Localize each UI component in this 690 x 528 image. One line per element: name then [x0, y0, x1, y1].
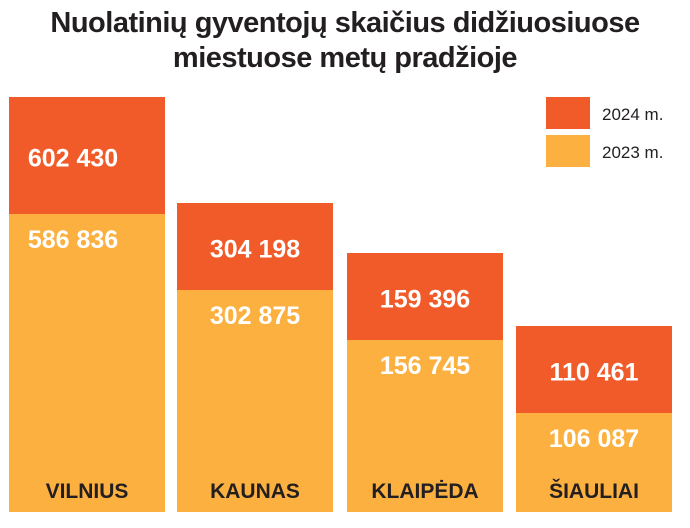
value-label-2024-siauliai: 110 461: [550, 359, 639, 387]
legend-swatch-2024: [546, 97, 590, 129]
legend: 2024 m. 2023 m.: [546, 97, 663, 167]
value-label-2024-kaunas: 304 198: [210, 236, 300, 264]
bar-2024-vilnius: [9, 97, 165, 214]
chart-title-line2: miestuose metų pradžioje: [172, 42, 518, 74]
chart-title: Nuolatinių gyventojų skaičius didžiuosiu…: [0, 6, 690, 76]
legend-swatch-2023: [546, 135, 590, 167]
category-label-siauliai: ŠIAULIAI: [549, 479, 639, 503]
bars-group: 602 430 586 836 VILNIUS 304 198 302 875 KAUNA…: [9, 97, 672, 512]
category-label-klaipeda: KLAIPĖDA: [371, 480, 478, 503]
bar-2023-siauliai: [516, 413, 672, 512]
value-label-2024-vilnius: 602 430: [28, 145, 118, 173]
legend-label-2024: 2024 m.: [602, 105, 663, 124]
chart-title-line1: Nuolatinių gyventojų skaičius didžiuosiu…: [50, 7, 640, 39]
value-label-2023-klaipeda: 156 745: [380, 352, 470, 380]
value-label-2023-siauliai: 106 087: [549, 425, 639, 453]
bar-2023-vilnius: [9, 214, 165, 512]
bar-2023-klaipeda: [347, 340, 503, 512]
value-label-2023-vilnius: 586 836: [28, 226, 118, 254]
category-label-kaunas: KAUNAS: [210, 480, 300, 503]
legend-label-2023: 2023 m.: [602, 143, 663, 162]
value-label-2023-kaunas: 302 875: [210, 302, 300, 330]
bar-2023-kaunas: [177, 290, 333, 512]
category-label-vilnius: VILNIUS: [46, 480, 129, 503]
value-label-2024-klaipeda: 159 396: [380, 286, 470, 314]
bar-2024-kaunas: [177, 203, 333, 290]
bar-2024-klaipeda: [347, 253, 503, 340]
bar-2024-siauliai: [516, 326, 672, 413]
